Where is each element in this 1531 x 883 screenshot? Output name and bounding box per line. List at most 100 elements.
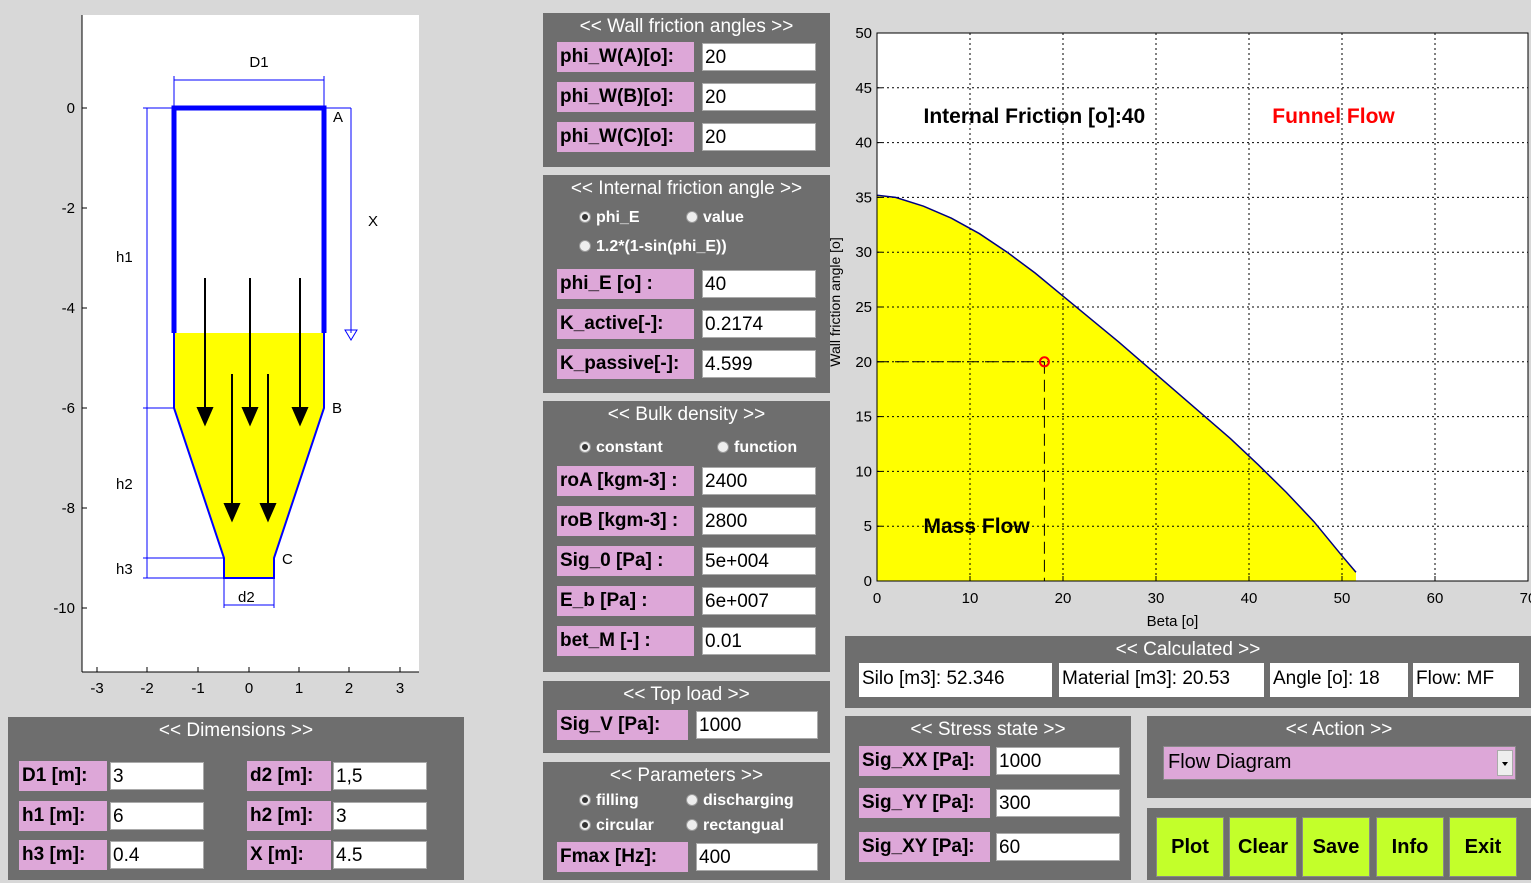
rob-label: roB [kgm-3] : — [557, 506, 694, 536]
y-tick-label: 50 — [855, 25, 872, 42]
y-tick-label: 0 — [864, 573, 872, 590]
d2-label: d2 [m]: — [247, 761, 331, 791]
chevron-down-icon[interactable] — [1497, 750, 1513, 776]
action-select[interactable]: Flow Diagram — [1163, 746, 1516, 780]
h3-input[interactable]: 0.4 — [110, 841, 204, 869]
eb-input[interactable]: 6e+007 — [702, 587, 816, 615]
x-tick-label: -3 — [90, 680, 103, 697]
k-passive-input[interactable]: 4.599 — [702, 350, 816, 378]
x-tick-label: 10 — [962, 590, 979, 607]
operating-point — [1038, 356, 1050, 368]
material-volume: Material [m3]: 20.53 — [1059, 663, 1264, 697]
radio-label: discharging — [703, 792, 794, 809]
d2-input[interactable]: 1,5 — [333, 762, 427, 790]
parameters-panel: << Parameters >> filling discharging cir… — [543, 762, 830, 880]
sig-yy-label: Sig_YY [Pa]: — [859, 788, 990, 818]
phi-wb-input[interactable]: 20 — [702, 83, 816, 111]
radio-function[interactable]: function — [717, 439, 797, 457]
eb-label: E_b [Pa] : — [557, 586, 694, 616]
y-tick-label: 35 — [855, 189, 872, 206]
x-tick-label: 20 — [1055, 590, 1072, 607]
top-load-panel: << Top load >> Sig_V [Pa]: 1000 — [543, 681, 830, 753]
flow-diagram-svg: 0 10 20 30 40 50 60 70 0 5 10 15 20 25 30 35 40 45 50 Beta … — [827, 25, 1531, 630]
info-button[interactable]: Info — [1376, 817, 1444, 877]
roa-label: roA [kgm-3] : — [557, 466, 694, 496]
sig0-label: Sig_0 [Pa] : — [557, 546, 694, 576]
x-tick-label: 60 — [1427, 590, 1444, 607]
y-tick-label: 40 — [855, 135, 872, 152]
sig-xy-input[interactable]: 60 — [996, 833, 1120, 861]
rob-input[interactable]: 2800 — [702, 507, 816, 535]
mass-flow-annotation: Mass Flow — [924, 515, 1031, 538]
action-title: << Action >> — [1285, 719, 1393, 740]
boundary-curve — [876, 194, 1357, 573]
radio-label: function — [734, 439, 798, 456]
phi-wa-input[interactable]: 20 — [702, 43, 816, 71]
radio-constant[interactable]: constant — [579, 439, 663, 457]
y-tick-label: -8 — [62, 500, 75, 517]
radio-discharging[interactable]: discharging — [686, 792, 794, 810]
phi-e-input[interactable]: 40 — [702, 270, 816, 298]
y-axis-label: Wall friction angle [o] — [827, 237, 843, 366]
x-tick-label: 0 — [245, 680, 253, 697]
flow-diagram-chart: 0 10 20 30 40 50 60 70 0 5 10 15 20 25 30 35 40 45 50 Beta … — [820, 0, 1531, 635]
x-tick-label: 40 — [1241, 590, 1258, 607]
label-d1: D1 — [249, 54, 268, 71]
fmax-input[interactable]: 400 — [696, 843, 818, 871]
h1-input[interactable]: 6 — [110, 802, 204, 830]
flow-value: Flow: MF — [1413, 663, 1519, 697]
silo-geometry-plot: -3 -2 -1 0 1 2 3 0 -2 -4 -6 -8 -10 — [0, 0, 540, 715]
save-button[interactable]: Save — [1302, 817, 1370, 877]
radio-label: value — [703, 209, 744, 226]
radio-dot-icon — [686, 819, 698, 831]
y-tick-label: -10 — [53, 600, 75, 617]
internal-friction-annotation: Internal Friction [o]:40 — [924, 105, 1146, 128]
k-active-label: K_active[-]: — [557, 309, 694, 339]
d1-input[interactable]: 3 — [110, 762, 204, 790]
calculated-title: << Calculated >> — [1115, 639, 1261, 660]
exit-button[interactable]: Exit — [1449, 817, 1517, 877]
sig-yy-input[interactable]: 300 — [996, 789, 1120, 817]
action-panel: << Action >> Flow Diagram — [1147, 716, 1531, 798]
radio-label: circular — [596, 817, 654, 834]
label-a: A — [333, 109, 343, 126]
betm-input[interactable]: 0.01 — [702, 627, 816, 655]
x-tick-label: 30 — [1148, 590, 1165, 607]
label-h1: h1 — [116, 249, 133, 266]
x-tick-label: 3 — [396, 680, 404, 697]
radio-rectangual[interactable]: rectangual — [686, 817, 784, 835]
x-tick-label: 70 — [1520, 590, 1531, 607]
plot-button[interactable]: Plot — [1156, 817, 1224, 877]
x-tick-label: 1 — [295, 680, 303, 697]
phi-e-label: phi_E [o] : — [557, 269, 694, 299]
fmax-label: Fmax [Hz]: — [557, 842, 688, 872]
x-tick-label: -2 — [140, 680, 153, 697]
sig-xx-label: Sig_XX [Pa]: — [859, 746, 990, 776]
radio-dot-icon — [686, 211, 698, 223]
x-input[interactable]: 4.5 — [333, 841, 427, 869]
radio-circular[interactable]: circular — [579, 817, 654, 835]
label-x: X — [368, 213, 378, 230]
sig-xx-input[interactable]: 1000 — [996, 747, 1120, 775]
k-active-input[interactable]: 0.2174 — [702, 310, 816, 338]
bulk-density-panel: << Bulk density >> constant function roA… — [543, 401, 830, 672]
label-h2: h2 — [116, 476, 133, 493]
radio-dot-icon — [717, 441, 729, 453]
h2-input[interactable]: 3 — [333, 802, 427, 830]
silo-wall-upper — [171, 105, 327, 333]
radio-phi-e[interactable]: phi_E — [579, 209, 640, 227]
phi-wc-input[interactable]: 20 — [702, 123, 816, 151]
radio-formula[interactable]: 1.2*(1-sin(phi_E)) — [579, 238, 727, 256]
radio-value[interactable]: value — [686, 209, 744, 227]
clear-button[interactable]: Clear — [1229, 817, 1297, 877]
radio-label: phi_E — [596, 209, 640, 226]
radio-filling[interactable]: filling — [579, 792, 639, 810]
calculated-panel: << Calculated >> Silo [m3]: 52.346 Mater… — [845, 636, 1531, 708]
mass-flow-region — [877, 195, 1356, 581]
stress-state-title: << Stress state >> — [910, 719, 1066, 740]
sig-v-input[interactable]: 1000 — [696, 711, 818, 739]
roa-input[interactable]: 2400 — [702, 467, 816, 495]
label-d2: d2 — [238, 589, 255, 606]
sig0-input[interactable]: 5e+004 — [702, 547, 816, 575]
y-tick-label: 20 — [855, 354, 872, 371]
